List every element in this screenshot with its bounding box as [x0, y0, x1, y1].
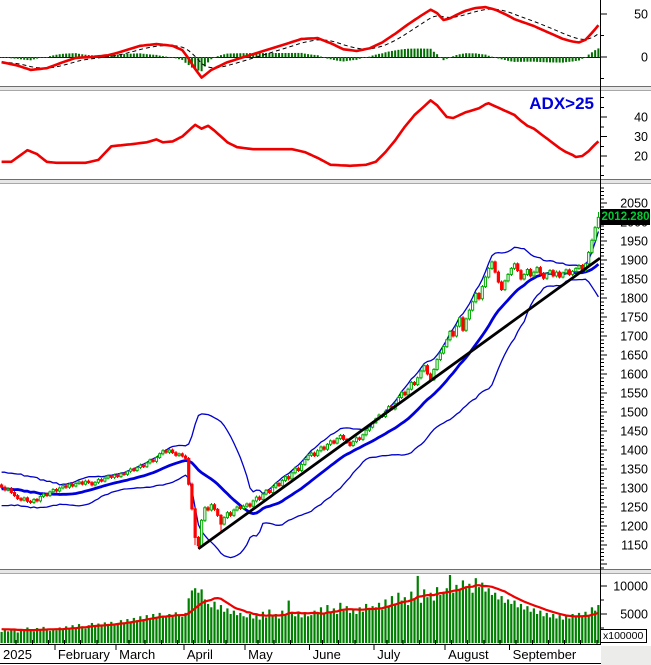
- svg-text:1450: 1450: [620, 425, 648, 439]
- svg-text:1350: 1350: [620, 463, 648, 477]
- svg-text:0: 0: [641, 51, 648, 65]
- svg-text:2025: 2025: [3, 647, 32, 662]
- svg-text:July: July: [377, 647, 401, 662]
- volume-unit-label: x100000: [600, 629, 647, 643]
- svg-text:1550: 1550: [620, 387, 648, 401]
- svg-text:1300: 1300: [620, 482, 648, 496]
- panel-splitter-2[interactable]: [0, 179, 651, 184]
- svg-text:May: May: [248, 647, 273, 662]
- svg-text:1200: 1200: [620, 520, 648, 534]
- svg-text:5000: 5000: [620, 608, 648, 622]
- adx-threshold-label: ADX>25: [529, 94, 594, 113]
- svg-text:March: March: [119, 647, 155, 662]
- svg-text:1900: 1900: [620, 254, 648, 268]
- panel-splitter-1[interactable]: [0, 86, 651, 91]
- svg-text:1400: 1400: [620, 444, 648, 458]
- svg-text:1800: 1800: [620, 292, 648, 306]
- svg-text:50: 50: [634, 8, 648, 22]
- svg-text:1500: 1500: [620, 406, 648, 420]
- svg-text:1650: 1650: [620, 349, 648, 363]
- svg-text:1150: 1150: [621, 539, 648, 553]
- svg-text:2050: 2050: [620, 197, 648, 211]
- svg-text:1750: 1750: [620, 311, 648, 325]
- last-price-tag: 2012.280: [601, 209, 650, 225]
- svg-text:20: 20: [634, 150, 648, 164]
- svg-text:40: 40: [634, 111, 648, 125]
- svg-text:1250: 1250: [620, 501, 648, 515]
- svg-text:1600: 1600: [620, 368, 648, 382]
- svg-text:April: April: [187, 647, 213, 662]
- svg-text:September: September: [513, 647, 577, 662]
- svg-text:February: February: [58, 647, 111, 662]
- svg-text:August: August: [448, 647, 489, 662]
- svg-text:10000: 10000: [613, 580, 648, 594]
- svg-text:1700: 1700: [620, 330, 648, 344]
- svg-text:June: June: [313, 647, 341, 662]
- panel-splitter-3[interactable]: [0, 569, 651, 574]
- corner-spacer: [601, 646, 651, 665]
- svg-text:1950: 1950: [620, 235, 648, 249]
- svg-text:1850: 1850: [620, 273, 648, 287]
- svg-text:30: 30: [634, 130, 648, 144]
